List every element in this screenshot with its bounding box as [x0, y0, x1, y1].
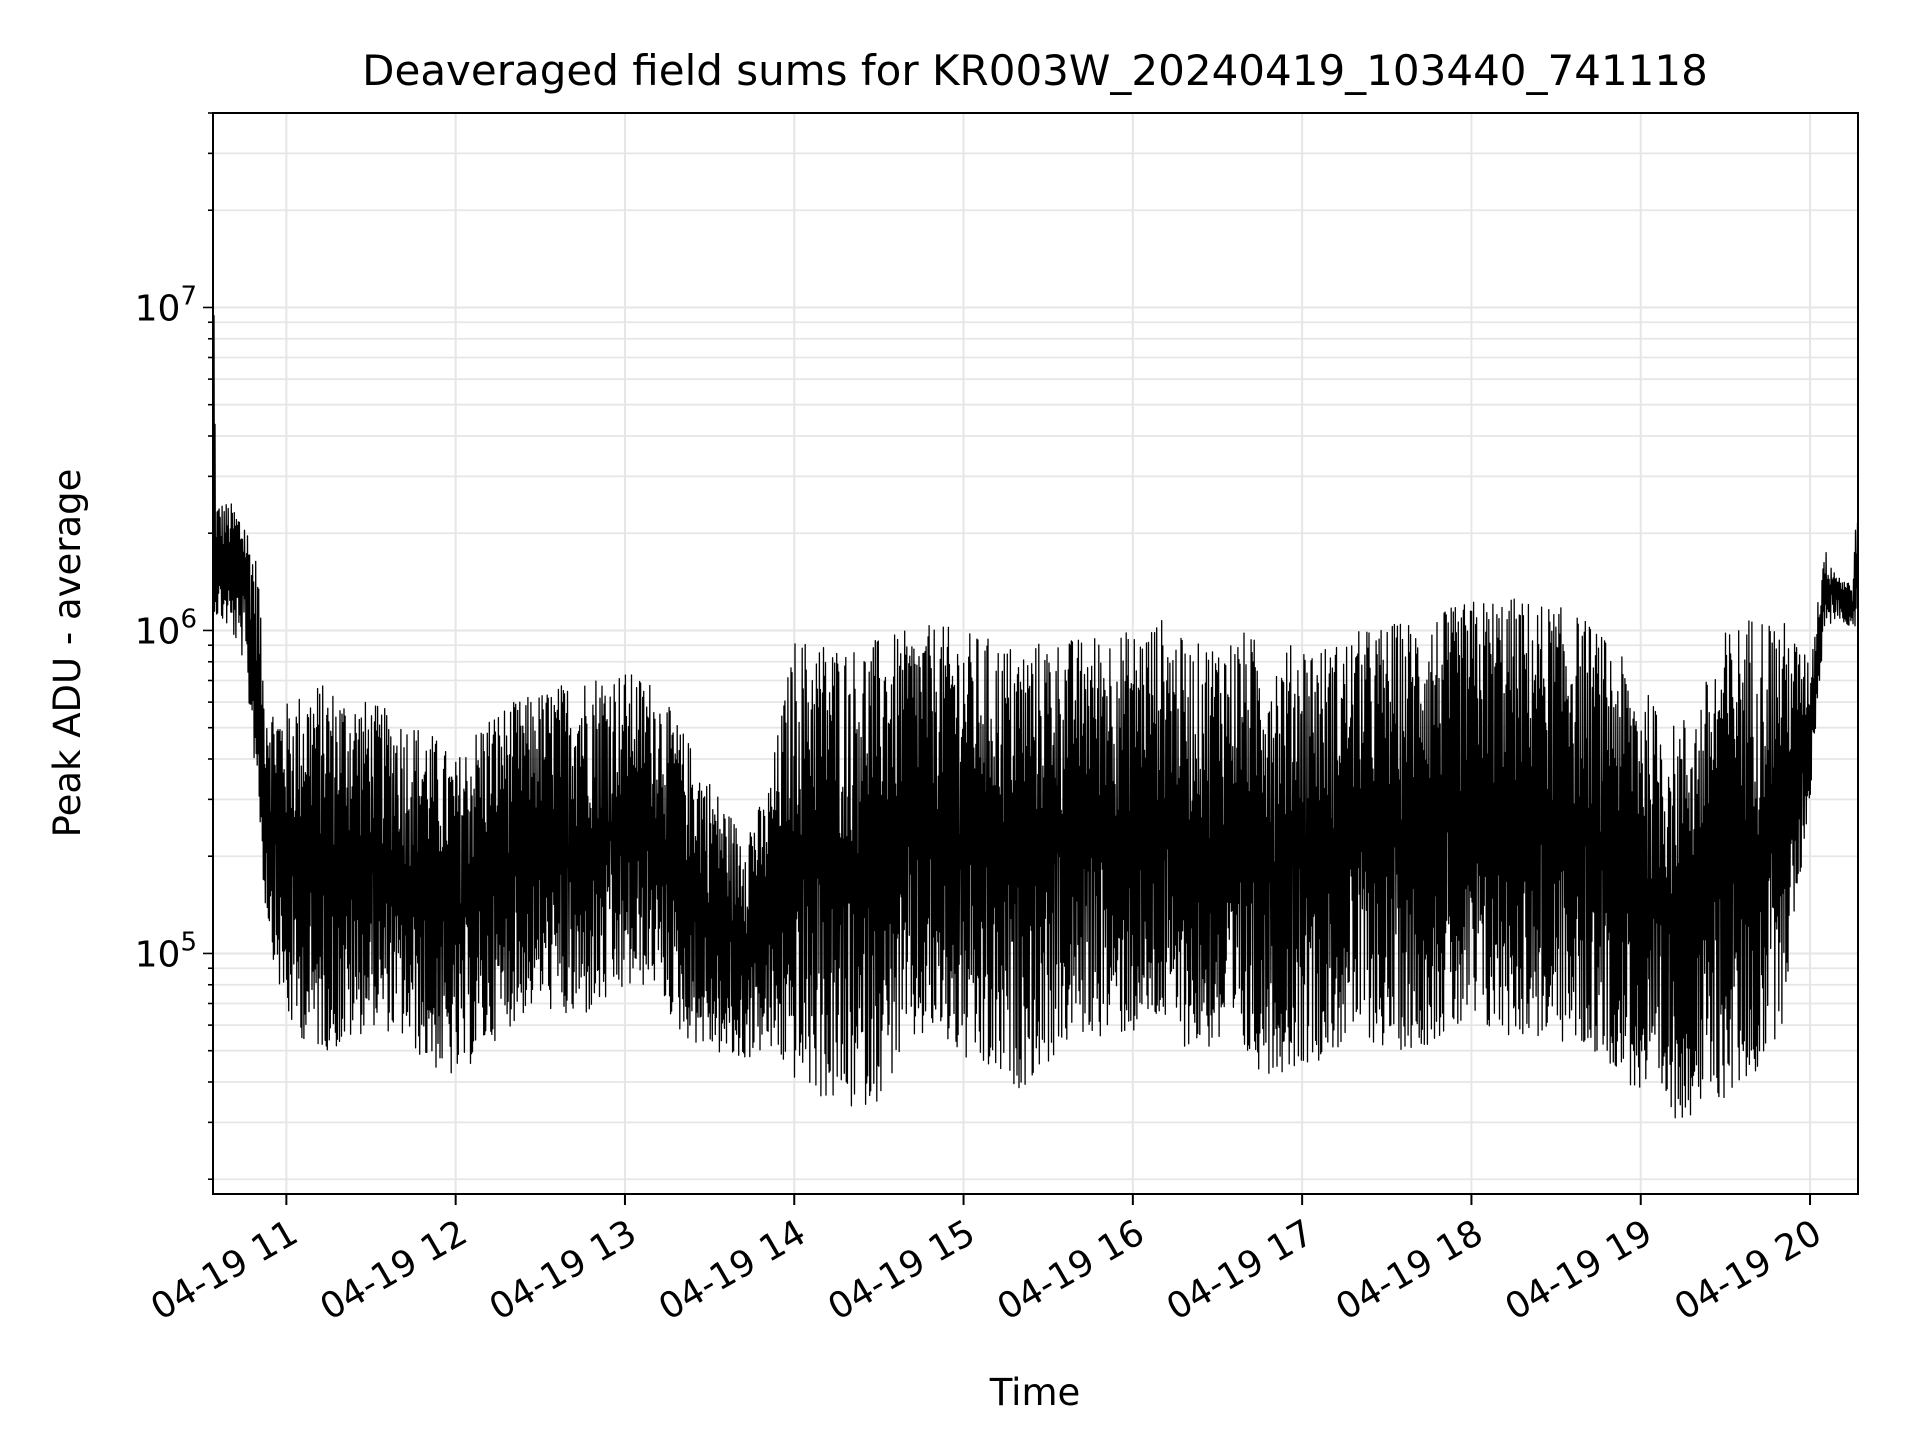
y-tick-mantissa: 10 — [135, 288, 181, 329]
y-tick-exponent: 7 — [180, 281, 197, 311]
y-axis-label: Peak ADU - average — [46, 469, 89, 838]
series-line — [212, 153, 1859, 1119]
plot-frame — [212, 112, 1859, 1195]
y-tick-exponent: 5 — [180, 927, 197, 957]
chart-title: Deaveraged field sums for KR003W_2024041… — [362, 46, 1708, 95]
y-tick-mantissa: 10 — [135, 611, 181, 652]
data-area — [212, 153, 1859, 1119]
y-tick-label: 105 — [135, 927, 197, 975]
y-tick-exponent: 6 — [180, 604, 197, 634]
y-tick-mantissa: 10 — [135, 934, 181, 975]
y-tick-label: 106 — [135, 604, 197, 652]
x-axis-label: Time — [989, 1371, 1081, 1414]
y-tick-label: 107 — [135, 281, 197, 329]
